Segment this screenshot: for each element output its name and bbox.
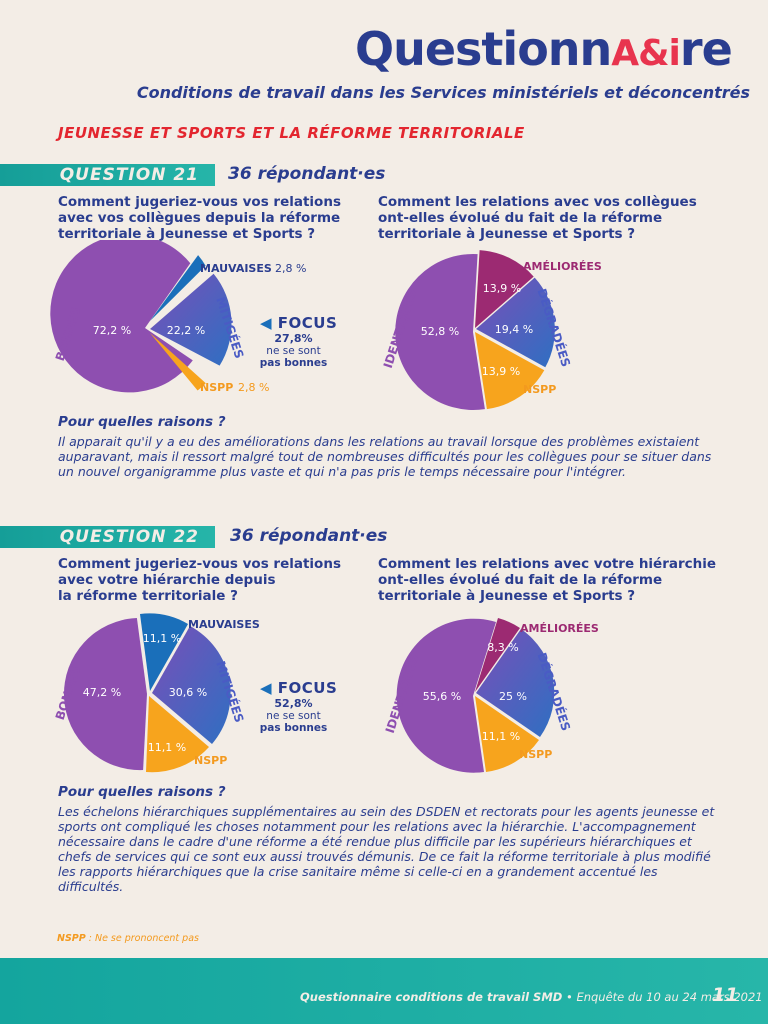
value-mauvaises: 2,8 % (275, 262, 306, 275)
slice-ameliorees (475, 618, 520, 692)
pie-q22-left: 47,2 % 11,1 % 30,6 % 11,1 % BONNES MITIG… (53, 613, 260, 773)
value-bonnes: 72,2 % (93, 324, 131, 337)
q22-why-title: Pour quelles raisons ? (58, 784, 226, 800)
focus-line1: ne se sont (266, 710, 321, 722)
slice-bonnes (50, 240, 193, 393)
slice-mauvaises (140, 613, 188, 691)
label-ameliorees: AMÉLIORÉES (523, 260, 602, 273)
slice-nspp (475, 696, 539, 772)
focus-arrow-icon: ◀ (260, 679, 273, 697)
question-22-label: QUESTION 22 (59, 527, 199, 547)
question-21-label: QUESTION 21 (59, 165, 199, 185)
slice-identiques (396, 618, 496, 773)
question-22-bar: QUESTION 22 (0, 526, 215, 548)
slice-degradees (476, 629, 555, 737)
value-nspp: 11,1 % (148, 741, 186, 754)
q22-right-question: Comment les relations avec votre hiérarc… (378, 556, 717, 604)
label-nspp: NSPP (519, 748, 552, 761)
value-identiques: 55,6 % (423, 690, 461, 703)
focus-arrow-icon: ◀ (260, 314, 273, 332)
footer-text: Questionnaire conditions de travail SMD … (300, 990, 763, 1004)
label-nspp: NSPP (523, 383, 556, 396)
pie-q22-right: 55,6 % 8,3 % 25 % 11,1 % IDENTIQUES DÉGR… (383, 618, 599, 773)
logo-part-2: A&i (611, 33, 681, 74)
q21-why-title: Pour quelles raisons ? (58, 414, 226, 430)
question-21-bar: QUESTION 21 (0, 164, 215, 186)
slice-degradees (476, 277, 555, 368)
logo-part-1: Questionn (355, 22, 612, 76)
q21-focus: ◀ FOCUS 27,8% ne se sont pas bonnes (246, 314, 341, 369)
slice-nspp (475, 332, 545, 410)
slice-bonnes (63, 618, 148, 771)
slice-nspp (146, 696, 209, 773)
value-nspp: 2,8 % (238, 381, 269, 394)
subtitle: Conditions de travail dans les Services … (136, 83, 750, 102)
logo-title: QuestionnA&ire (355, 22, 755, 76)
q22-charts: 47,2 % 11,1 % 30,6 % 11,1 % BONNES MITIG… (53, 613, 599, 773)
q21-right-question: Comment les relations avec vos collègues… (378, 194, 697, 242)
value-mitigees: 30,6 % (169, 686, 207, 699)
label-mauvaises: MAUVAISES (200, 262, 272, 275)
focus-line2: pas bonnes (259, 722, 328, 734)
q21-left-question: Comment jugeriez-vous vos relations avec… (58, 194, 341, 242)
footer-band (0, 958, 768, 1024)
label-ameliorees: AMÉLIORÉES (520, 622, 599, 635)
logo-part-3: re (679, 22, 733, 76)
label-nspp: NSPP (200, 381, 233, 394)
q21-why-text: Il apparait qu'il y a eu des amélioratio… (58, 434, 712, 479)
slice-mitigees (152, 626, 231, 744)
value-degradees: 25 % (499, 690, 527, 703)
slice-mauvaises (150, 255, 206, 321)
focus-line2: pas bonnes (259, 357, 328, 369)
q22-left-question: Comment jugeriez-vous vos relations avec… (58, 556, 341, 604)
focus-line1: ne se sont (266, 345, 321, 357)
slice-mitigees (150, 273, 232, 366)
value-identiques: 52,8 % (421, 325, 459, 338)
q21-charts: 72,2 % 22,2 % BONNES MITIGÉES MAUVAISES … (50, 240, 602, 410)
value-ameliorees: 13,9 % (483, 282, 521, 295)
focus-logo: ◀ FOCUS (260, 679, 338, 697)
focus-value: 27,8% (274, 332, 313, 345)
footnote: NSPP : Ne se prononcent pas (57, 933, 199, 944)
value-degradees: 19,4 % (495, 323, 533, 336)
question-21-respondents: 36 répondant·es (228, 164, 386, 184)
label-mauvaises: MAUVAISES (188, 618, 260, 631)
slice-ameliorees (475, 250, 534, 328)
value-nspp: 13,9 % (482, 365, 520, 378)
slice-nspp (150, 333, 206, 391)
q22-why-text: Les échelons hiérarchiques supplémentair… (58, 804, 715, 894)
question-22-respondents: 36 répondant·es (230, 526, 388, 546)
focus-logo: ◀ FOCUS (260, 314, 338, 332)
value-mauvaises: 11,1 % (143, 632, 181, 645)
section-title: JEUNESSE ET SPORTS ET LA RÉFORME TERRITO… (58, 124, 525, 142)
page-number: 11 (712, 984, 739, 1006)
value-mitigees: 22,2 % (167, 324, 205, 337)
value-bonnes: 47,2 % (83, 686, 121, 699)
pie-q21-right: 52,8 % 13,9 % 19,4 % 13,9 % IDENTIQUES D… (381, 250, 602, 410)
value-nspp: 11,1 % (482, 730, 520, 743)
q22-focus: ◀ FOCUS 52,8% ne se sont pas bonnes (246, 679, 341, 734)
value-ameliorees: 8,3 % (487, 641, 518, 654)
slice-identiques (395, 253, 485, 410)
focus-value: 52,8% (274, 697, 313, 710)
label-nspp: NSPP (194, 754, 227, 767)
